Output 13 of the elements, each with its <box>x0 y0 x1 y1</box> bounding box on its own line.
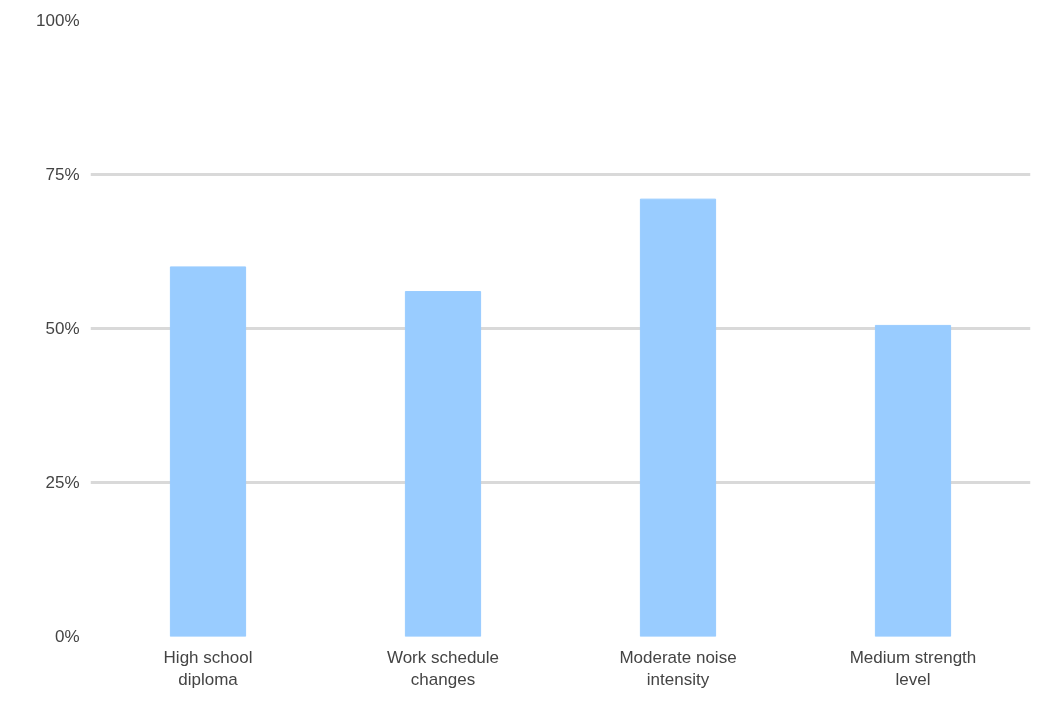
y-tick-label: 100% <box>36 11 80 30</box>
y-tick-label: 0% <box>54 627 80 646</box>
y-tick-label: 25% <box>45 473 80 492</box>
x-tick-label: Medium strength level <box>849 647 977 690</box>
y-tick-label: 50% <box>45 319 80 338</box>
x-tick-label: High school diploma <box>163 647 253 690</box>
y-tick-label: 75% <box>45 165 80 184</box>
bar <box>639 198 717 637</box>
bar <box>404 291 482 637</box>
x-tick-label: Work schedule changes <box>386 647 500 690</box>
bar <box>874 324 952 637</box>
x-tick-label: Moderate noise intensity <box>619 647 737 690</box>
bar <box>169 266 247 637</box>
